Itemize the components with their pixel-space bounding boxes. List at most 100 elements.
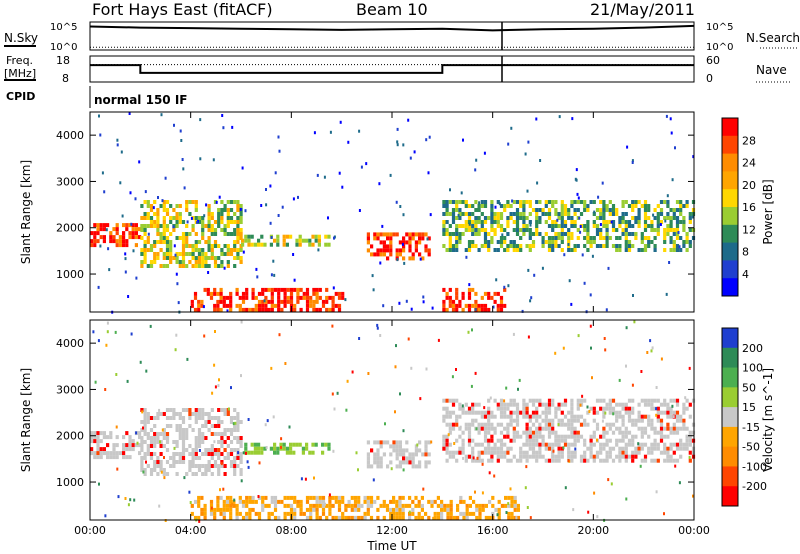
data-cell — [499, 398, 504, 403]
data-cell — [398, 499, 402, 504]
data-cell — [516, 503, 520, 508]
data-cell — [573, 220, 577, 224]
data-cell — [314, 238, 318, 243]
data-cell — [666, 410, 670, 415]
data-cell — [538, 430, 542, 435]
data-cell — [402, 452, 406, 457]
data-cell — [143, 428, 147, 432]
data-cell — [643, 414, 648, 419]
data-cell — [618, 248, 622, 252]
data-cell — [325, 515, 329, 520]
data-cell — [471, 212, 475, 216]
data-cell — [407, 118, 410, 122]
data-cell — [483, 220, 488, 224]
data-cell — [410, 307, 413, 311]
data-cell — [666, 204, 670, 208]
data-cell — [535, 442, 539, 447]
data-cell — [140, 460, 144, 464]
data-cell — [551, 426, 555, 431]
data-cell — [143, 256, 147, 260]
data-cell — [535, 454, 539, 459]
data-cell — [188, 468, 192, 472]
data-cell — [389, 460, 393, 465]
data-cell — [143, 432, 147, 436]
data-cell — [204, 252, 208, 256]
data-cell — [487, 248, 491, 252]
data-cell — [442, 228, 446, 232]
data-cell — [432, 516, 435, 520]
data-cell — [491, 503, 495, 508]
data-cell — [289, 442, 293, 447]
data-cell — [509, 216, 513, 220]
data-cell — [624, 224, 628, 228]
data-cell — [503, 204, 507, 208]
data-cell — [191, 428, 195, 432]
data-cell — [678, 481, 681, 485]
data-cell — [220, 452, 224, 456]
data-cell — [445, 410, 449, 415]
data-cell — [621, 434, 625, 439]
data-cell — [360, 503, 364, 508]
data-cell — [411, 464, 415, 469]
data-cell — [672, 232, 676, 236]
data-cell — [125, 239, 129, 244]
data-cell — [172, 452, 176, 456]
data-cell — [128, 455, 132, 460]
data-cell — [121, 214, 124, 218]
data-cell — [172, 208, 176, 212]
data-cell — [560, 410, 564, 415]
data-cell — [669, 216, 673, 220]
data-cell — [402, 448, 406, 453]
data-cell — [138, 431, 142, 436]
data-cell — [395, 444, 399, 449]
data-cell — [341, 515, 345, 520]
data-cell — [220, 220, 224, 224]
data-cell — [643, 200, 648, 204]
data-cell — [296, 499, 300, 504]
data-cell — [512, 402, 516, 407]
data-cell — [254, 499, 258, 504]
data-cell — [675, 402, 680, 407]
data-cell — [679, 236, 683, 240]
data-cell — [118, 451, 122, 456]
station-title: Fort Hays East (fitACF) — [92, 0, 273, 19]
data-cell — [538, 434, 542, 439]
data-cell — [156, 256, 160, 260]
data-cell — [557, 406, 561, 411]
data-cell — [560, 438, 564, 443]
data-cell — [672, 458, 676, 463]
data-cell — [392, 499, 396, 504]
data-cell — [544, 204, 548, 208]
data-cell — [509, 458, 513, 463]
data-cell — [445, 422, 449, 427]
data-cell — [503, 236, 507, 240]
x-tick-label: 00:00 — [74, 524, 106, 537]
data-cell — [337, 303, 342, 308]
data-cell — [663, 442, 667, 447]
data-cell — [621, 418, 625, 423]
data-cell — [217, 432, 221, 436]
data-cell — [99, 447, 103, 452]
data-cell — [528, 244, 532, 248]
data-cell — [525, 200, 529, 204]
data-cell — [185, 428, 189, 432]
data-cell — [257, 291, 262, 296]
data-cell — [669, 117, 672, 121]
data-cell — [264, 423, 267, 427]
data-cell — [245, 495, 249, 500]
data-cell — [551, 200, 555, 204]
data-cell — [507, 502, 510, 506]
data-cell — [109, 455, 113, 460]
data-cell — [107, 247, 110, 251]
data-cell — [149, 224, 154, 228]
data-cell — [217, 456, 221, 460]
data-cell — [522, 204, 526, 208]
data-cell — [398, 515, 402, 520]
data-cell — [194, 452, 198, 456]
data-cell — [321, 503, 326, 508]
data-cell — [289, 299, 294, 304]
data-cell — [515, 430, 520, 435]
colorbar-tick-label: -100 — [742, 460, 767, 473]
data-cell — [143, 260, 147, 264]
data-cell — [589, 240, 593, 244]
